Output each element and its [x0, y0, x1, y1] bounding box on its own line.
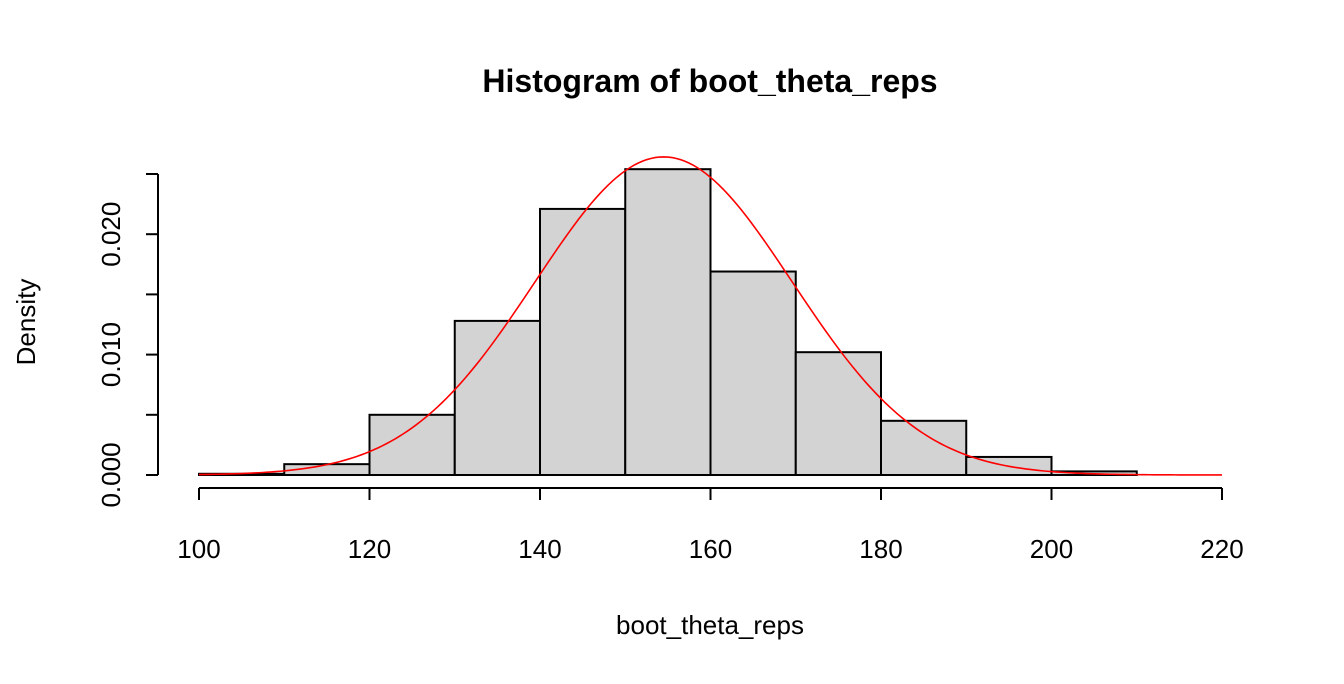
histogram-bar-5: [624, 168, 712, 477]
chart-title: Histogram of boot_theta_reps: [482, 63, 937, 99]
density-curve: [198, 156, 1222, 476]
x-tick-label-180: 180: [859, 534, 902, 564]
y-tick-label-0: 0.000: [96, 442, 126, 507]
x-axis: 100 120 140 160 180 200 220: [177, 487, 1244, 564]
x-tick-label-220: 220: [1200, 534, 1243, 564]
histogram-bar-8: [880, 419, 968, 477]
x-axis-label: boot_theta_reps: [616, 610, 804, 640]
x-tick-label-100: 100: [177, 534, 220, 564]
histogram-bar-3: [453, 319, 541, 476]
y-tick-label-4: 0.020: [96, 202, 126, 267]
x-tick-label-140: 140: [518, 534, 561, 564]
x-tick-label-160: 160: [689, 534, 732, 564]
histogram-bar-7: [794, 351, 882, 476]
y-axis: 0.000 0.010 0.020: [96, 173, 159, 508]
histogram-bar-6: [709, 270, 797, 476]
x-tick-label-200: 200: [1030, 534, 1073, 564]
density-curve-group: [198, 156, 1222, 476]
bars-group: [198, 168, 1138, 477]
histogram-bar-2: [368, 413, 456, 476]
histogram-bar-4: [539, 207, 627, 477]
y-axis-label: Density: [11, 279, 41, 366]
x-tick-label-120: 120: [348, 534, 391, 564]
y-tick-label-2: 0.010: [96, 322, 126, 387]
